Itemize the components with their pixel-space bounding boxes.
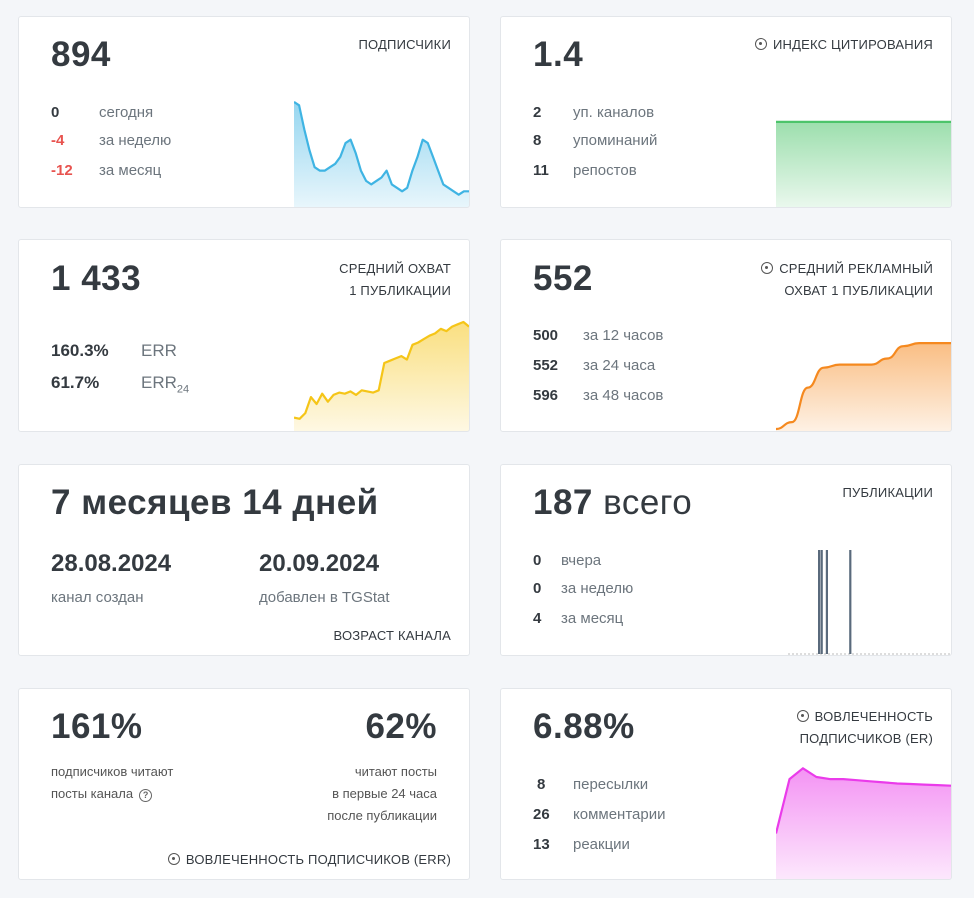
sparkline-area — [294, 322, 469, 431]
info-circle-icon[interactable] — [754, 38, 767, 50]
reach-sparkline — [294, 320, 469, 431]
reach-value: 1 433 — [51, 259, 142, 298]
posts-week-value: 0 — [533, 580, 542, 597]
posts-yesterday-label: вчера — [561, 552, 602, 569]
channel-age-card[interactable]: 7 месяцев 14 дней 28.08.2024 канал созда… — [18, 464, 470, 656]
posts-card[interactable]: 187 всего ПУБЛИКАЦИИ 0 вчера 0 за неделю… — [500, 464, 952, 656]
channel-age-label: ВОЗРАСТ КАНАЛА — [333, 628, 451, 643]
subscribers-today-value: 0 — [51, 104, 60, 121]
citation-label: ИНДЕКС ЦИТИРОВАНИЯ — [754, 34, 933, 56]
posts-month-label: за месяц — [561, 610, 624, 627]
ad-reach-label: СРЕДНИЙ РЕКЛАМНЫЙ ОХВАТ 1 ПУБЛИКАЦИИ — [761, 258, 933, 302]
citation-mentions-label: упоминаний — [573, 132, 658, 149]
posts-yesterday-value: 0 — [533, 552, 542, 569]
sparkline-area — [294, 101, 469, 207]
sparkline-line — [776, 767, 951, 834]
ad-reach-48h-value: 596 — [533, 387, 559, 404]
citation-reposts-label: репостов — [573, 162, 637, 179]
info-circle-icon[interactable] — [167, 853, 180, 865]
added-date: 20.09.2024 — [259, 550, 380, 577]
er-comments-value: 26 — [533, 806, 550, 823]
subscribers-month-value: -12 — [51, 162, 73, 179]
err-right-value: 62% — [365, 707, 437, 746]
post-bar — [825, 550, 828, 654]
err-card[interactable]: 161% подписчиков читают посты канала? 62%… — [18, 688, 470, 880]
er-reactions-value: 13 — [533, 836, 550, 853]
subscribers-value: 894 — [51, 35, 111, 74]
posts-week-label: за неделю — [561, 580, 634, 597]
subscribers-today-label: сегодня — [99, 104, 154, 121]
info-circle-icon[interactable] — [761, 262, 774, 274]
posts-bar-chart — [788, 550, 951, 655]
ad-reach-card[interactable]: 552 СРЕДНИЙ РЕКЛАМНЫЙ ОХВАТ 1 ПУБЛИКАЦИИ … — [500, 239, 952, 432]
subscribers-sparkline — [294, 100, 469, 207]
citation-value: 1.4 — [533, 35, 584, 74]
er-label: ВОВЛЕЧЕННОСТЬ ПОДПИСЧИКОВ (ER) — [796, 706, 933, 750]
question-circle-icon[interactable]: ? — [139, 789, 153, 802]
post-bar — [849, 550, 852, 654]
sparkline-area — [776, 768, 951, 879]
err-label: ERR — [141, 341, 177, 360]
citation-channels-label: уп. каналов — [573, 104, 655, 121]
citation-reposts-value: 11 — [533, 162, 549, 179]
err24-label: ERR24 — [141, 373, 190, 396]
reach-card[interactable]: 1 433 СРЕДНИЙ ОХВАТ 1 ПУБЛИКАЦИИ 160.3% E… — [18, 239, 470, 432]
sparkline-line — [776, 342, 951, 431]
post-bar — [818, 550, 821, 654]
er-value: 6.88% — [533, 707, 635, 746]
err-left-text: подписчиков читают посты канала? — [51, 764, 174, 802]
err-percent-value: 160.3% — [51, 341, 109, 360]
post-bar — [820, 550, 823, 654]
ad-reach-value: 552 — [533, 259, 593, 298]
er-comments-label: комментарии — [573, 806, 666, 823]
subscribers-week-value: -4 — [51, 132, 65, 149]
er-card[interactable]: 6.88% ВОВЛЕЧЕННОСТЬ ПОДПИСЧИКОВ (ER) 8 пе… — [500, 688, 952, 880]
ad-reach-sparkline — [776, 342, 951, 431]
channel-age-value: 7 месяцев 14 дней — [51, 483, 379, 522]
sparkline-area — [776, 121, 951, 207]
created-label: канал создан — [51, 589, 144, 606]
reach-label: СРЕДНИЙ ОХВАТ 1 ПУБЛИКАЦИИ — [339, 261, 451, 298]
citation-mentions-value: 8 — [533, 132, 542, 149]
ad-reach-48h-label: за 48 часов — [583, 387, 664, 404]
er-reactions-label: реакции — [573, 836, 630, 853]
posts-month-value: 4 — [533, 610, 542, 627]
citation-sparkline — [776, 120, 951, 207]
posts-label: ПУБЛИКАЦИИ — [842, 485, 933, 500]
err-label: ВОВЛЕЧЕННОСТЬ ПОДПИСЧИКОВ (ERR) — [167, 849, 451, 871]
er-sparkline — [776, 767, 951, 879]
err-right-text: читают посты в первые 24 часа после публик… — [327, 764, 437, 823]
sparkline-line — [294, 100, 469, 196]
ad-reach-24h-label: за 24 часа — [583, 357, 656, 374]
err24-percent-value: 61.7% — [51, 373, 100, 392]
ad-reach-12h-label: за 12 часов — [583, 327, 664, 344]
subscribers-label: ПОДПИСЧИКИ — [358, 37, 451, 52]
err-left-value: 161% — [51, 707, 143, 746]
citation-card[interactable]: 1.4 ИНДЕКС ЦИТИРОВАНИЯ 2 уп. каналов 8 у… — [500, 16, 952, 208]
citation-channels-value: 2 — [533, 104, 542, 121]
subscribers-week-label: за неделю — [99, 132, 172, 149]
info-circle-icon[interactable] — [796, 710, 809, 722]
sparkline-area — [776, 343, 951, 431]
er-forwards-label: пересылки — [573, 776, 649, 793]
subscribers-card[interactable]: 894 ПОДПИСЧИКИ 0 сегодня -4 за неделю -1… — [18, 16, 470, 208]
created-date: 28.08.2024 — [51, 550, 172, 577]
added-label: добавлен в TGStat — [259, 589, 390, 606]
sparkline-line — [294, 320, 469, 420]
posts-value: 187 всего — [533, 483, 693, 522]
er-forwards-value: 8 — [537, 776, 546, 793]
ad-reach-24h-value: 552 — [533, 357, 559, 374]
ad-reach-12h-value: 500 — [533, 327, 559, 344]
subscribers-month-label: за месяц — [99, 162, 162, 179]
